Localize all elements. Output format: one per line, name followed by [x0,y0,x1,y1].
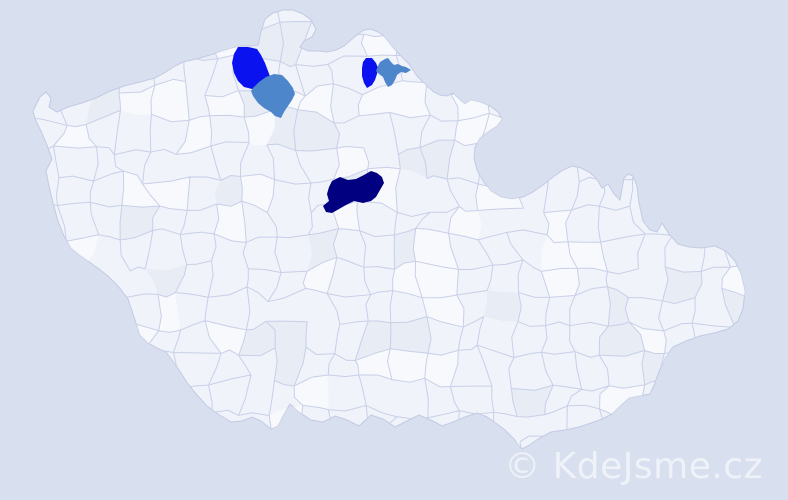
district-highlight-northwest-bright[interactable] [232,47,271,89]
district-highlight-northwest-medium[interactable] [251,74,295,118]
district-highlight-north-bright[interactable] [362,58,378,88]
district-highlight-north-medium[interactable] [376,58,411,87]
watermark: © KdeJsme.cz [504,446,763,487]
district-highlight-central-dark[interactable] [323,171,384,213]
